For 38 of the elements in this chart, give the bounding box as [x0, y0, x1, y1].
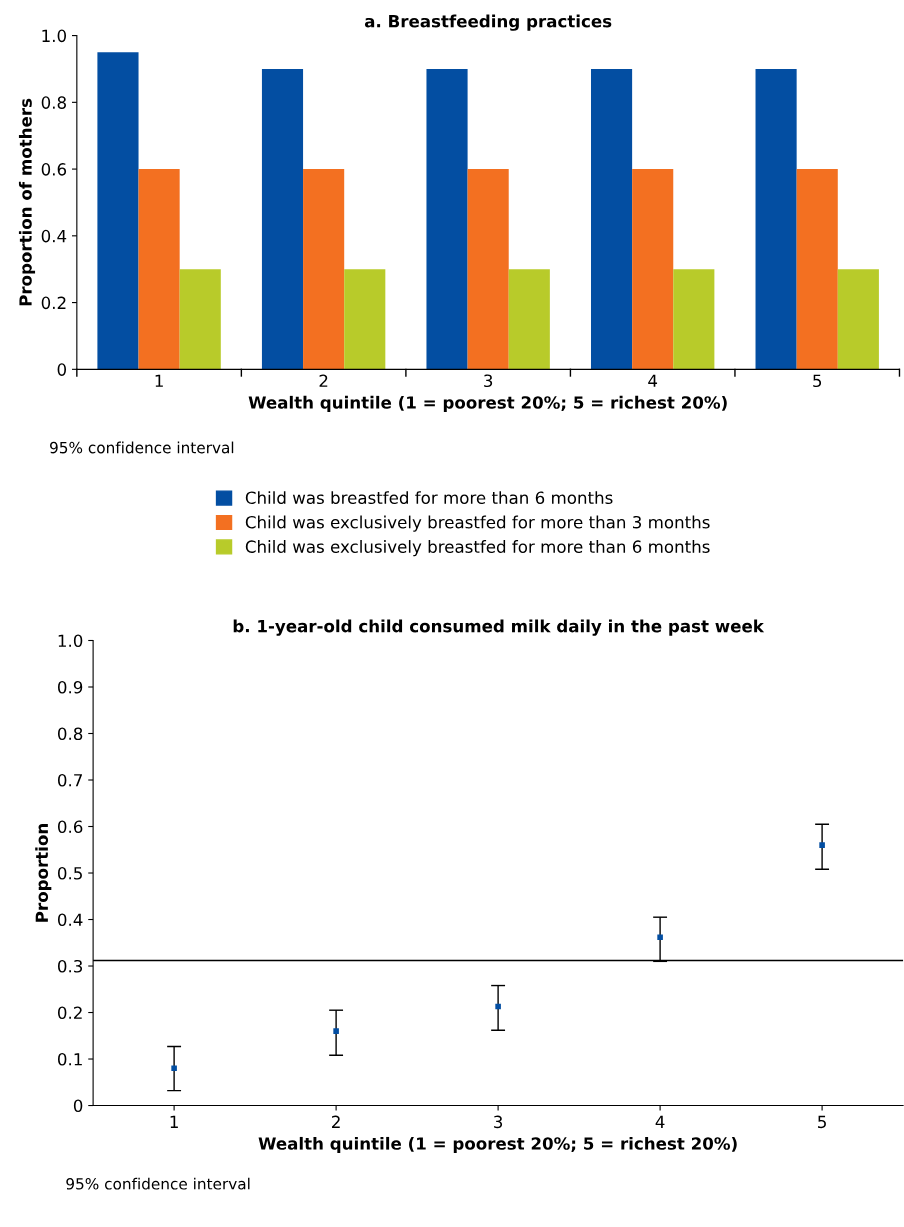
x-tick-label: 4 — [648, 374, 658, 387]
text: 95% confidence interval — [66, 1177, 250, 1190]
x-axis-title: Wealth quintile (1 = poorest 20%; 5 = richest 20%) — [258, 1136, 737, 1154]
y-tick-label: 0.8 — [57, 727, 83, 741]
y-tick-label: 0.7 — [57, 773, 82, 787]
y-tick-label: 0 — [57, 363, 67, 376]
y-tick-label: 0.2 — [57, 1006, 82, 1020]
x-tick-label: 1 — [170, 1115, 178, 1128]
y-tick-label: 1.0 — [58, 634, 83, 648]
x-axis-title: Wealth quintile (1 = poorest 20%; 5 = richest 20%) — [248, 395, 727, 412]
x-tick-label: 2 — [332, 1115, 340, 1128]
legend-label: Child was exclusively breastfed for more than 6 months — [245, 540, 710, 557]
chart-title: a. Breastfeeding practices — [364, 14, 612, 31]
y-tick-label: 0.1 — [57, 1052, 82, 1066]
y-axis-title: Proportion — [35, 824, 52, 922]
y-tick-label: 0.5 — [57, 866, 82, 880]
y-tick-label: 1.0 — [42, 29, 67, 43]
y-tick-label: 0.4 — [41, 229, 67, 243]
x-tick-label: 5 — [818, 1115, 826, 1129]
legend-label: Child was exclusively breastfed for more than 3 months — [245, 515, 710, 532]
y-axis-title: Proportion of mothers — [18, 98, 36, 306]
x-tick-label: 4 — [655, 1115, 665, 1128]
y-tick-label: 0.3 — [57, 959, 83, 973]
text: 95% confidence interval — [50, 441, 234, 454]
y-tick-label: 0.6 — [41, 163, 67, 176]
y-tick-label: 0 — [73, 1099, 83, 1113]
x-tick-label: 3 — [484, 374, 493, 388]
legend-label: Child was breastfed for more than 6 months — [245, 491, 613, 505]
y-tick-label: 0.8 — [41, 96, 66, 109]
x-tick-label: 1 — [155, 374, 163, 387]
x-tick-label: 5 — [813, 374, 822, 388]
x-tick-label: 3 — [494, 1115, 503, 1129]
x-tick-label: 2 — [319, 374, 328, 387]
y-tick-label: 0.9 — [57, 680, 83, 694]
y-tick-label: 0.4 — [57, 913, 83, 927]
chart-title: b. 1-year-old child consumed milk daily in the past week — [233, 619, 765, 636]
y-tick-label: 0.2 — [41, 296, 66, 310]
y-tick-label: 0.6 — [57, 820, 83, 834]
